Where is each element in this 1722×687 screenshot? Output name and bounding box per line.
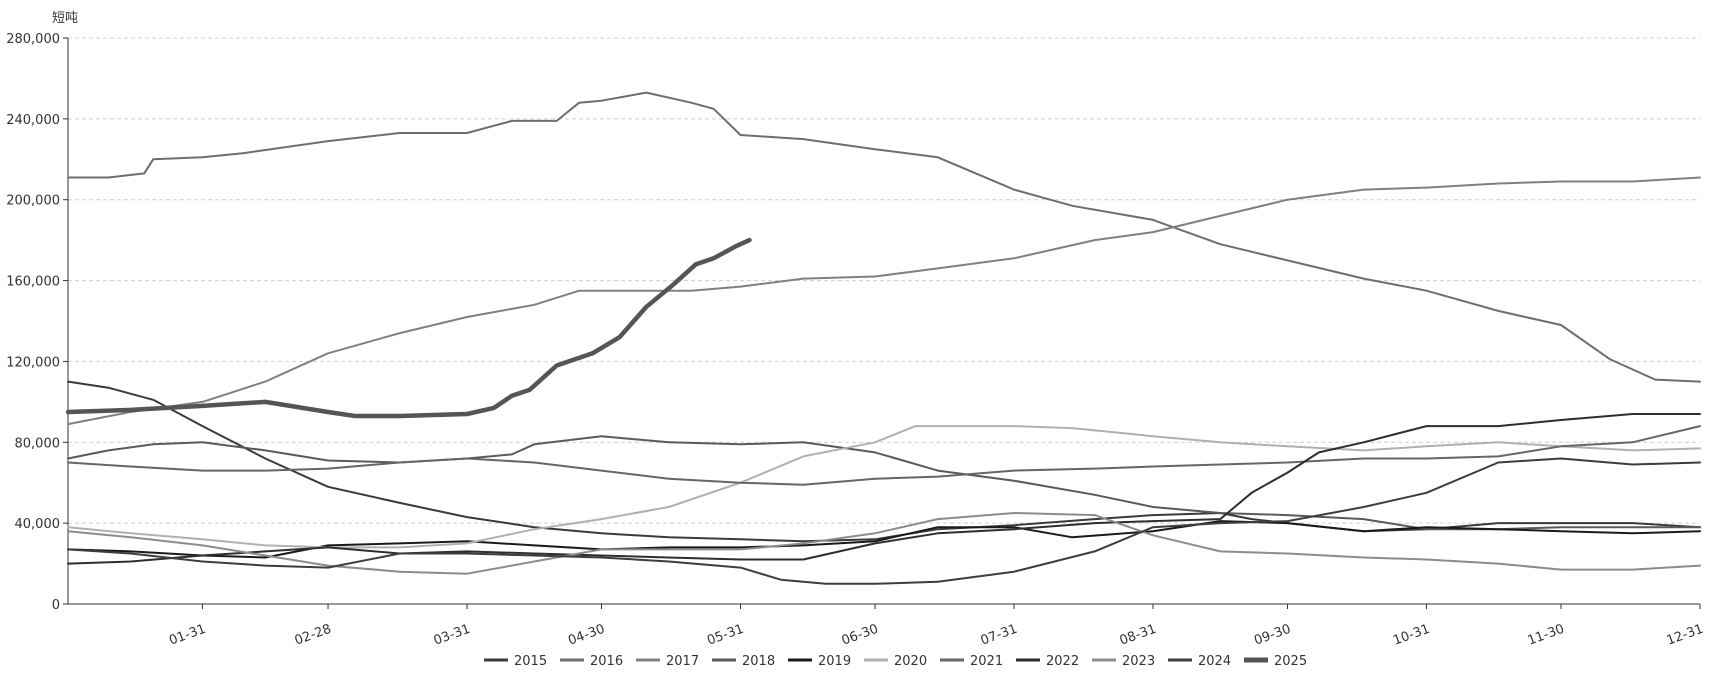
series-line-2023	[67, 512, 1701, 575]
x-tick-label: 01-31	[167, 622, 208, 649]
x-tick-label: 03-31	[432, 622, 473, 649]
x-tick-label: 12-31	[1665, 622, 1706, 649]
legend-item-2025[interactable]: 2025	[1244, 654, 1307, 669]
legend-label: 2017	[666, 654, 699, 669]
legend-item-2018[interactable]: 2018	[712, 654, 775, 669]
legend-item-2016[interactable]: 2016	[560, 654, 623, 669]
legend-item-2022[interactable]: 2022	[1016, 654, 1079, 669]
x-tick-label: 04-30	[566, 622, 607, 649]
y-tick-label: 40,000	[15, 517, 61, 532]
y-tick-label: 0	[52, 598, 60, 613]
series-line-2019	[67, 520, 1701, 559]
legend-item-2021[interactable]: 2021	[940, 654, 1003, 669]
legend-label: 2015	[514, 654, 547, 669]
y-axis-label: 短吨	[52, 11, 78, 26]
legend-label: 2021	[970, 654, 1003, 669]
series-line-2018	[67, 435, 1701, 531]
legend-item-2023[interactable]: 2023	[1092, 654, 1155, 669]
gridlines	[68, 37, 1700, 524]
series-line-2017	[67, 176, 1701, 426]
legend-label: 2022	[1046, 654, 1079, 669]
x-tick-label: 08-31	[1118, 622, 1159, 649]
axes: 0 40,000 80,000 120,000 160,000 200,000 240,00…	[6, 32, 1705, 649]
x-tick-label: 02-28	[293, 622, 334, 649]
x-tick-label: 07-31	[979, 622, 1020, 649]
series-line-2021	[67, 425, 1701, 486]
y-tick-label: 280,000	[6, 32, 60, 47]
legend-label: 2024	[1198, 654, 1231, 669]
legend-label: 2023	[1122, 654, 1155, 669]
x-tick-label: 06-30	[840, 622, 881, 649]
legend-item-2024[interactable]: 2024	[1168, 654, 1231, 669]
legend-label: 2018	[742, 654, 775, 669]
series-line-2016	[67, 91, 1701, 383]
series-line-2024	[67, 457, 1701, 585]
legend-item-2020[interactable]: 2020	[864, 654, 927, 669]
legend: 2015 2016 2017 2018 2019 2020 2021 2022 2023 2024…	[484, 654, 1307, 669]
legend-label: 2016	[590, 654, 623, 669]
x-tick-label: 11-30	[1526, 622, 1567, 649]
y-tick-label: 240,000	[6, 113, 60, 128]
y-tick-label: 160,000	[6, 275, 60, 290]
legend-label: 2020	[894, 654, 927, 669]
series-line-2015	[67, 380, 1701, 543]
legend-item-2017[interactable]: 2017	[636, 654, 699, 669]
series-line-2022	[67, 413, 1701, 565]
legend-label: 2025	[1274, 654, 1307, 669]
series-lines	[65, 91, 1701, 585]
x-tick-label: 05-31	[705, 622, 746, 649]
x-tick-label: 10-31	[1391, 622, 1432, 649]
y-tick-label: 120,000	[6, 355, 60, 370]
series-line-2025	[65, 237, 752, 419]
y-tick-label: 80,000	[15, 436, 61, 451]
y-tick-label: 200,000	[6, 194, 60, 209]
legend-item-2019[interactable]: 2019	[788, 654, 851, 669]
legend-label: 2019	[818, 654, 851, 669]
x-tick-label: 09-30	[1252, 622, 1293, 649]
legend-item-2015[interactable]: 2015	[484, 654, 547, 669]
